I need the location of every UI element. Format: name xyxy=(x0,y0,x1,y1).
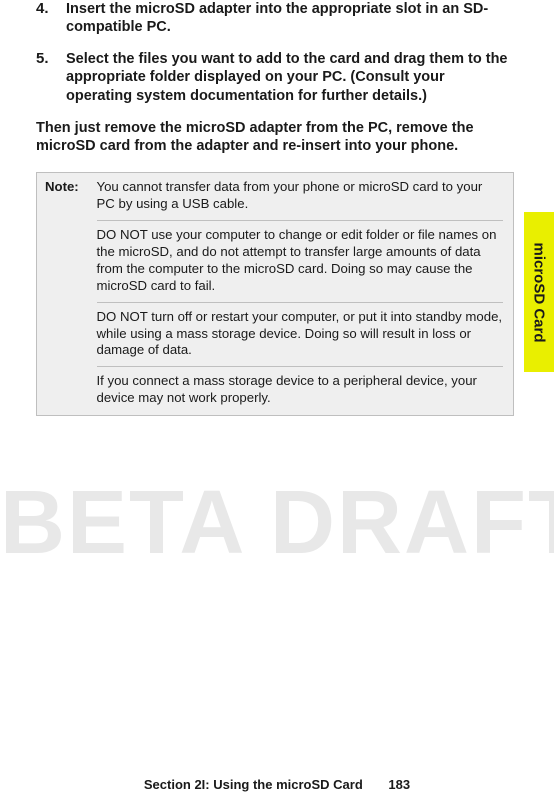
footer-section: Section 2I: Using the microSD Card xyxy=(144,777,363,792)
note-box: Note: You cannot transfer data from your… xyxy=(36,172,514,416)
side-tab-label: microSD Card xyxy=(531,242,548,342)
note-paragraph: If you connect a mass storage device to … xyxy=(97,366,504,407)
step-text: Insert the microSD adapter into the appr… xyxy=(66,0,514,36)
watermark-text: BETA DRAFT xyxy=(0,472,554,575)
step-number: 5. xyxy=(36,50,66,104)
note-paragraph: DO NOT turn off or restart your computer… xyxy=(97,302,504,367)
step-item: 5. Select the files you want to add to t… xyxy=(36,50,514,104)
closing-paragraph: Then just remove the microSD adapter fro… xyxy=(36,119,514,157)
note-label: Note: xyxy=(37,173,93,416)
step-item: 4. Insert the microSD adapter into the a… xyxy=(36,0,514,36)
note-paragraph: DO NOT use your computer to change or ed… xyxy=(97,220,504,302)
page-content: 4. Insert the microSD adapter into the a… xyxy=(36,0,514,416)
page-footer: Section 2I: Using the microSD Card 183 xyxy=(0,777,554,792)
step-number: 4. xyxy=(36,0,66,36)
note-paragraph: You cannot transfer data from your phone… xyxy=(97,179,504,220)
step-text: Select the files you want to add to the … xyxy=(66,50,514,104)
side-tab: microSD Card xyxy=(524,212,554,372)
footer-page-number: 183 xyxy=(388,777,410,792)
note-body: You cannot transfer data from your phone… xyxy=(93,173,514,416)
